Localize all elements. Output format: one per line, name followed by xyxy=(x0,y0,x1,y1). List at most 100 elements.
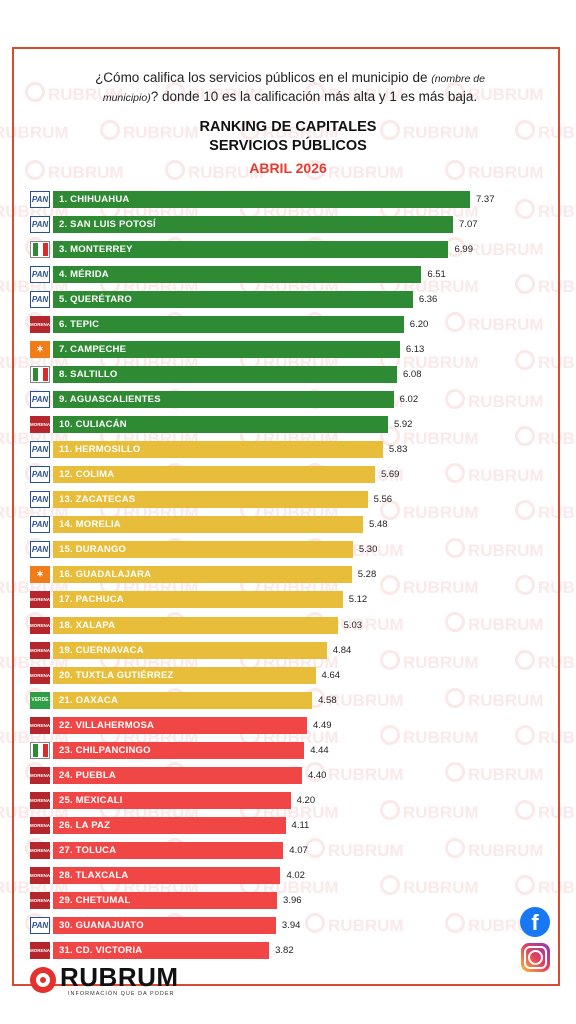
bar-value-label: 5.56 xyxy=(373,494,393,506)
watermark-text: RUBRUM xyxy=(445,688,544,711)
party-pri-icon xyxy=(30,366,50,384)
bar-value-label: 4.20 xyxy=(296,794,316,806)
bar-category-label: 19. CUERNAVACA xyxy=(59,644,144,656)
party-pan-icon: PAN xyxy=(30,466,50,484)
party-pan-icon: PAN xyxy=(30,216,50,234)
watermark-text: RUBRUM xyxy=(0,878,69,897)
bar-category-label: 1. CHIHUAHUA xyxy=(59,194,130,205)
watermark-text: RUBRUM xyxy=(380,500,479,523)
bar-value-label: 7.37 xyxy=(476,194,495,205)
watermark-text: RUBRUM xyxy=(240,120,339,143)
bar-category-label: 12. COLIMA xyxy=(59,469,115,481)
bar-category-label: 25. MEXICALI xyxy=(59,794,123,806)
bar-category-label: 6. TEPIC xyxy=(59,319,100,331)
bar xyxy=(53,241,449,259)
watermark-text: RUBRUM xyxy=(445,160,544,183)
party-morena-icon: MORENA xyxy=(30,816,50,834)
bar xyxy=(53,691,313,709)
bar-value-label: 4.40 xyxy=(307,769,327,781)
bar xyxy=(53,841,284,859)
watermark-text: RUBRUM xyxy=(445,612,544,635)
bar xyxy=(53,891,278,909)
bar-value-label: 5.69 xyxy=(380,469,400,481)
party-mc-icon: ✶ xyxy=(30,341,50,359)
party-morena-icon: MORENA xyxy=(30,316,50,334)
bar-value-label: 4.64 xyxy=(321,669,341,681)
bar xyxy=(53,466,375,484)
watermark-text: RUBRUM xyxy=(305,762,404,785)
watermark-text: RUBRUM xyxy=(515,350,576,373)
watermark-text: RUBRUM xyxy=(380,650,479,673)
party-pan-icon: PAN xyxy=(30,191,50,208)
party-morena-icon: MORENA xyxy=(30,641,50,659)
watermark-text: RUBRUM xyxy=(305,82,404,105)
rubrum-logo-icon xyxy=(30,967,56,993)
bar xyxy=(53,266,422,284)
watermark-text: RUBRUM xyxy=(0,653,69,672)
bar-category-label: 11. HERMOSILLO xyxy=(59,444,141,456)
bar-category-label: 24. PUEBLA xyxy=(59,769,116,781)
bar xyxy=(53,191,470,208)
bar xyxy=(53,216,454,234)
bar-value-label: 7.07 xyxy=(459,219,478,231)
bar-value-label: 5.48 xyxy=(369,519,388,531)
bar-category-label: 7. CAMPECHE xyxy=(59,344,127,356)
party-morena-icon: MORENA xyxy=(30,866,50,884)
bar xyxy=(53,641,327,659)
chart-title-line-1: RANKING DE CAPITALES xyxy=(199,119,377,135)
bar-category-label: 23. CHILPANCINGO xyxy=(59,744,151,756)
party-pri-icon xyxy=(30,241,50,259)
bar-category-label: 16. GUADALAJARA xyxy=(59,569,152,581)
party-pan-icon: PAN xyxy=(30,391,50,409)
bar-value-label: 6.20 xyxy=(409,319,429,331)
bar xyxy=(53,341,400,359)
bar xyxy=(53,366,397,384)
facebook-icon[interactable]: f xyxy=(520,907,550,937)
watermark-text: RUBRUM xyxy=(445,463,544,486)
brand-tagline: INFORMACIÓN QUE DA PODER xyxy=(68,991,175,997)
bar xyxy=(53,766,302,784)
watermark-text: RUBRUM xyxy=(305,838,404,861)
bar-value-label: 3.94 xyxy=(281,919,301,931)
party-pan-icon: PAN xyxy=(30,541,50,559)
party-pan-icon: PAN xyxy=(30,291,50,309)
bar-category-label: 13. ZACATECAS xyxy=(59,494,136,506)
bar-value-label: 6.51 xyxy=(427,269,446,281)
watermark-text: RUBRUM xyxy=(380,575,479,598)
watermark-text: RUBRUM xyxy=(0,803,69,822)
bar-value-label: 5.28 xyxy=(357,569,377,581)
bar-category-label: 4. MÉRIDA xyxy=(59,269,109,281)
bar-category-label: 15. DURANGO xyxy=(59,544,127,556)
bar-category-label: 29. CHETUMAL xyxy=(59,894,131,906)
bar-value-label: 5.92 xyxy=(393,419,413,431)
bar xyxy=(53,516,364,534)
bar xyxy=(53,541,353,559)
bar-value-label: 4.49 xyxy=(313,719,332,731)
watermark-text: RUBRUM xyxy=(515,725,576,748)
watermark-text: RUBRUM xyxy=(515,120,576,143)
bar-value-label: 4.02 xyxy=(286,869,305,881)
watermark-text: RUBRUM xyxy=(515,500,576,523)
watermark-text: RUBRUM xyxy=(165,160,264,183)
bar-value-label: 6.13 xyxy=(405,344,425,356)
brand-name: RUBRUM xyxy=(60,962,179,992)
party-verde-icon: VERDE xyxy=(30,691,50,709)
party-morena-icon: MORENA xyxy=(30,766,50,784)
party-morena-icon: MORENA xyxy=(30,841,50,859)
bar-value-label: 3.82 xyxy=(275,944,294,956)
bar-category-label: 20. TUXTLA GUTIÉRREZ xyxy=(59,669,174,681)
bar-category-label: 27. TOLUCA xyxy=(59,844,117,856)
bar-category-label: 3. MONTERREY xyxy=(59,244,133,256)
bar-value-label: 5.30 xyxy=(358,544,378,556)
question-italic-1: (nombre de xyxy=(431,73,485,85)
watermark-text: RUBRUM xyxy=(380,875,479,898)
watermark-text: RUBRUM xyxy=(445,838,544,861)
bar xyxy=(53,316,404,334)
watermark-text: RUBRUM xyxy=(0,202,69,221)
question-italic-2: municipio) xyxy=(102,92,151,104)
instagram-icon[interactable] xyxy=(521,943,550,972)
bar xyxy=(53,791,291,809)
watermark-text: RUBRUM xyxy=(515,274,576,297)
watermark-text: RUBRUM xyxy=(445,389,544,412)
bar xyxy=(53,716,308,734)
